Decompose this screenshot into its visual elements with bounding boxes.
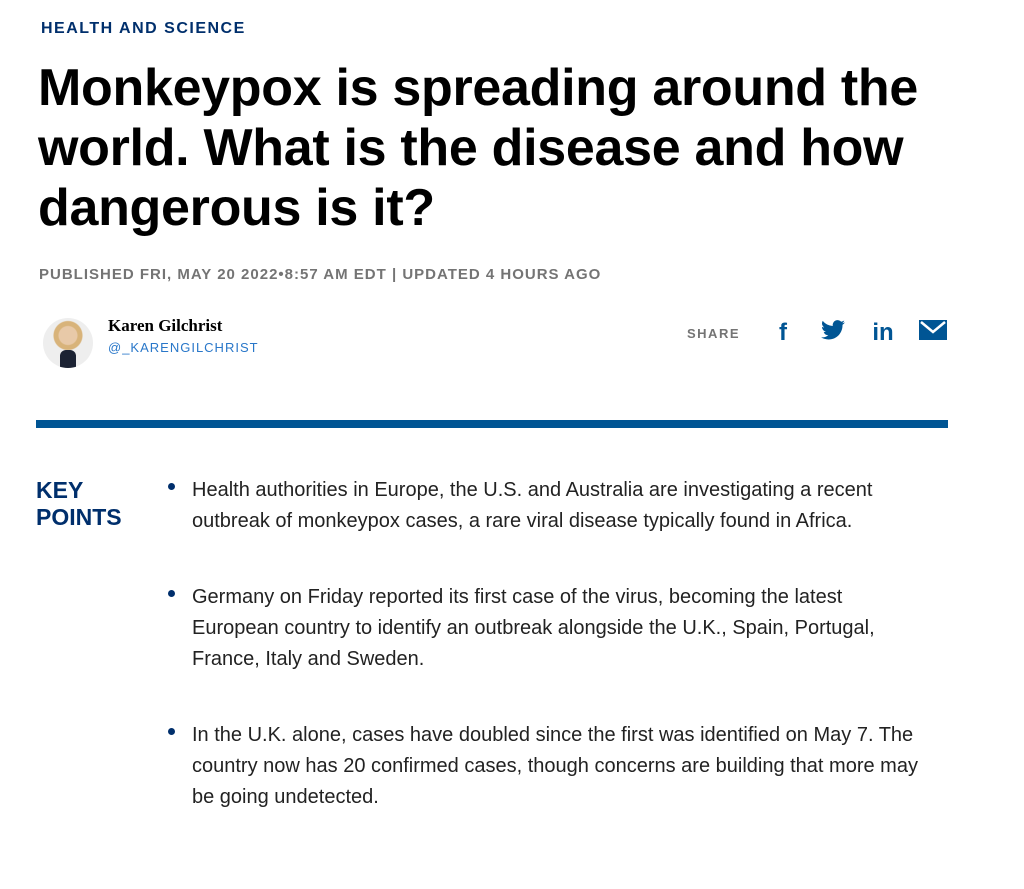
list-item: Germany on Friday reported its first cas… bbox=[166, 582, 926, 675]
author-handle[interactable]: @_KARENGILCHRIST bbox=[108, 340, 259, 355]
share-label: SHARE bbox=[687, 325, 741, 341]
author-avatar[interactable] bbox=[43, 318, 93, 368]
divider bbox=[36, 420, 948, 428]
email-icon[interactable] bbox=[908, 319, 958, 347]
author-name[interactable]: Karen Gilchrist bbox=[108, 316, 223, 335]
list-item: Health authorities in Europe, the U.S. a… bbox=[166, 475, 926, 537]
publish-info: PUBLISHED FRI, MAY 20 2022•8:57 AM EDT |… bbox=[39, 266, 602, 283]
facebook-icon[interactable]: f bbox=[779, 319, 788, 346]
key-points-list: Health authorities in Europe, the U.S. a… bbox=[166, 475, 926, 858]
linkedin-icon[interactable]: in bbox=[872, 319, 894, 346]
key-points-title: KEY POINTS bbox=[36, 477, 122, 530]
section-link[interactable]: HEALTH AND SCIENCE bbox=[41, 20, 246, 37]
share-bar: SHARE f in bbox=[687, 319, 958, 347]
list-item: In the U.K. alone, cases have doubled si… bbox=[166, 720, 926, 813]
twitter-icon[interactable] bbox=[808, 319, 858, 347]
headline: Monkeypox is spreading around the world.… bbox=[38, 59, 919, 237]
